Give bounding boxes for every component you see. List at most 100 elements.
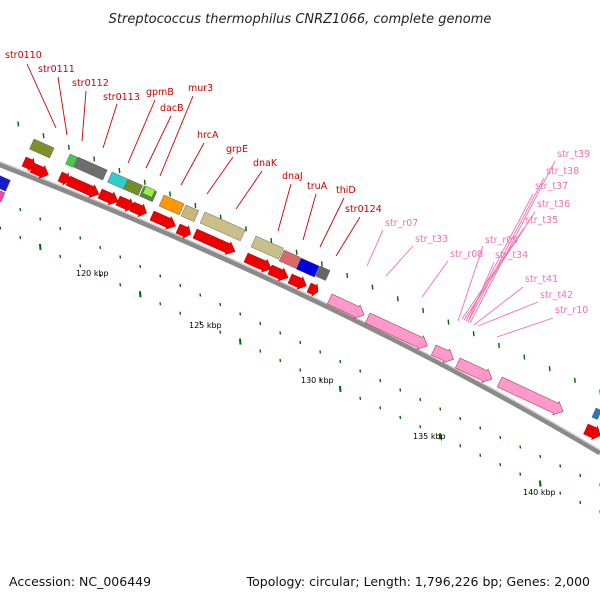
rna-arrow-shape[interactable] <box>431 343 457 366</box>
gene-label-dacB[interactable]: dacB <box>160 103 184 114</box>
gene-block-edge-pink-shape[interactable] <box>0 187 6 203</box>
cds-arrow-shape[interactable] <box>583 422 600 442</box>
rna-label-str_t37[interactable]: str_t37 <box>535 181 568 192</box>
gene-block-dnaJ-shape[interactable] <box>250 235 284 260</box>
gene-block-edge-right[interactable] <box>591 407 600 420</box>
rna-arrow[interactable] <box>431 343 457 366</box>
gene-block-str0124[interactable] <box>315 265 331 281</box>
cds-arrow[interactable] <box>97 187 121 208</box>
rna-label-str_r08[interactable]: str_r08 <box>450 249 483 260</box>
gene-block-gpmB[interactable] <box>123 178 143 196</box>
rna-arrow[interactable] <box>327 292 368 322</box>
rna-arrow-shape[interactable] <box>365 311 431 352</box>
cds-arrow[interactable] <box>65 174 102 201</box>
gene-label-gpmB[interactable]: gpmB <box>146 87 174 98</box>
cds-arrow-shape[interactable] <box>129 200 149 219</box>
gene-label-str0112[interactable]: str0112 <box>72 78 109 89</box>
rna-label-str_t36[interactable]: str_t36 <box>537 199 570 210</box>
gene-block-edge-blue[interactable] <box>0 172 11 192</box>
ruler-tick <box>539 454 542 459</box>
rna-label-str_t42[interactable]: str_t42 <box>540 290 573 301</box>
rna-leader-line <box>467 177 545 323</box>
rna-arrow[interactable] <box>497 375 567 418</box>
rna-label-str_t34[interactable]: str_t34 <box>495 250 528 261</box>
rna-arrow-shape[interactable] <box>327 292 368 322</box>
gene-label-thiD[interactable]: thiD <box>336 185 356 196</box>
cds-arrow-shape[interactable] <box>65 174 102 201</box>
cds-arrow[interactable] <box>175 222 193 240</box>
rna-arrow[interactable] <box>365 311 431 352</box>
gene-block-str0112-shape[interactable] <box>73 156 108 181</box>
gene-label-grpE[interactable]: grpE <box>226 144 248 155</box>
gene-block-str0112[interactable] <box>73 156 108 181</box>
rna-label-str_t39[interactable]: str_t39 <box>557 149 590 160</box>
gene-label-dnaJ[interactable]: dnaJ <box>282 171 303 182</box>
rna-label-str_t35[interactable]: str_t35 <box>525 215 558 226</box>
cds-arrow[interactable] <box>57 170 72 187</box>
cds-arrow-shape[interactable] <box>115 194 137 214</box>
rna-leader-line <box>366 229 384 267</box>
gene-block-thiD-shape[interactable] <box>295 257 320 278</box>
cds-arrow-shape[interactable] <box>149 209 178 232</box>
gene-block-grpE[interactable] <box>180 204 200 222</box>
cds-arrow-shape[interactable] <box>243 251 274 275</box>
cds-arrow[interactable] <box>149 209 178 232</box>
gene-block-edge-right-shape[interactable] <box>591 407 600 420</box>
gene-block-str0110[interactable] <box>29 138 55 159</box>
gene-label-str0113[interactable]: str0113 <box>103 92 140 103</box>
cds-arrow[interactable] <box>29 161 51 181</box>
cds-arrow[interactable] <box>243 251 274 275</box>
gene-block-dnaJ[interactable] <box>250 235 284 260</box>
gene-block-truA[interactable] <box>278 249 301 269</box>
gene-label-mur3[interactable]: mur3 <box>188 83 213 94</box>
gene-block-str0124-shape[interactable] <box>315 265 331 281</box>
gene-block-edge-pink[interactable] <box>0 187 6 203</box>
gene-block-thiD[interactable] <box>295 257 320 278</box>
cds-arrow-shape[interactable] <box>306 281 321 298</box>
gene-label-dnaK[interactable]: dnaK <box>253 158 278 169</box>
gene-block-edge-blue-shape[interactable] <box>0 172 11 192</box>
rna-label-str_t38[interactable]: str_t38 <box>546 166 579 177</box>
cds-arrow-shape[interactable] <box>287 272 309 292</box>
gene-block-str0111-shape[interactable] <box>65 153 78 168</box>
gene-block-str0110-shape[interactable] <box>29 138 55 159</box>
gene-leader-line <box>26 63 57 129</box>
cds-arrow[interactable] <box>306 281 321 298</box>
gene-block-str0111[interactable] <box>65 153 78 168</box>
gene-block-grpE-shape[interactable] <box>180 204 200 222</box>
cds-arrow-shape[interactable] <box>97 187 121 208</box>
ruler-tick <box>439 407 442 411</box>
gene-block-mur3-shape[interactable] <box>142 185 156 198</box>
rna-arrow-shape[interactable] <box>455 356 496 386</box>
rna-label-str_t33[interactable]: str_t33 <box>415 234 448 245</box>
gene-label-truA[interactable]: truA <box>307 181 328 192</box>
cds-arrow-shape[interactable] <box>29 161 51 181</box>
cds-arrow[interactable] <box>115 194 137 214</box>
cds-arrow-shape[interactable] <box>192 227 238 258</box>
cds-arrow-shape[interactable] <box>57 170 72 187</box>
cds-arrow-shape[interactable] <box>175 222 193 240</box>
cds-arrow[interactable] <box>583 422 600 442</box>
rna-label-str_r07[interactable]: str_r07 <box>385 218 418 229</box>
gene-block-gpmB-shape[interactable] <box>123 178 143 196</box>
rna-label-str_r09[interactable]: str_r09 <box>485 235 518 246</box>
rna-label-str_r10[interactable]: str_r10 <box>555 305 588 316</box>
gene-block-hrcA-shape[interactable] <box>158 194 185 216</box>
gene-block-truA-shape[interactable] <box>278 249 301 269</box>
gene-block-dnaK-shape[interactable] <box>199 211 246 242</box>
cds-arrow[interactable] <box>192 227 238 258</box>
rna-label-str_t41[interactable]: str_t41 <box>525 274 558 285</box>
cds-arrow[interactable] <box>129 200 149 219</box>
gene-label-hrcA[interactable]: hrcA <box>197 130 219 141</box>
rna-arrow[interactable] <box>455 356 496 386</box>
gene-label-str0110[interactable]: str0110 <box>5 50 42 61</box>
cds-arrow-shape[interactable] <box>267 263 291 284</box>
gene-block-hrcA[interactable] <box>158 194 185 216</box>
gene-block-mur3[interactable] <box>142 185 156 198</box>
cds-arrow[interactable] <box>267 263 291 284</box>
gene-label-str0124[interactable]: str0124 <box>345 204 382 215</box>
gene-label-str0111[interactable]: str0111 <box>38 64 75 75</box>
cds-arrow[interactable] <box>287 272 309 292</box>
gene-block-dnaK[interactable] <box>199 211 246 242</box>
rna-arrow-shape[interactable] <box>497 375 567 418</box>
